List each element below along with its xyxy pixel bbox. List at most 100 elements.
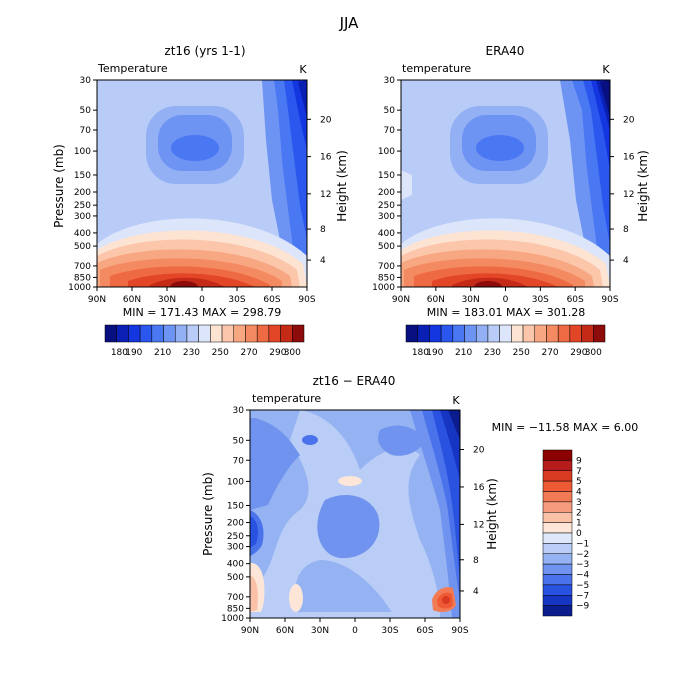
colorbar-swatch <box>557 324 571 343</box>
colorbar-swatch <box>464 324 477 343</box>
colorbar-label: 180 <box>111 348 128 358</box>
contour-band <box>302 435 318 445</box>
y-tick-label: 500 <box>227 573 244 583</box>
y-tick-label: 50 <box>384 106 396 116</box>
colorbar-swatch <box>452 324 465 343</box>
x-tick-label: 0 <box>352 626 358 636</box>
panel-difference-axes: 90N 60N 30N 0 30S 60S 90S 30 50 70 100 150 200 250300… <box>221 406 485 636</box>
y-tick-label: 700 <box>227 593 244 603</box>
y-tick-label: 100 <box>227 477 244 487</box>
contour-band <box>250 516 258 548</box>
height-tick-label: 12 <box>473 520 484 530</box>
colorbar-swatch <box>542 543 573 554</box>
colorbar-label: 210 <box>455 348 472 358</box>
panel-difference-units: K <box>452 394 460 407</box>
contour-band <box>448 410 460 440</box>
y-tick-label: 400 <box>378 229 395 239</box>
panel-era40: ERA40 temperature K Height (km) <box>372 44 650 358</box>
colorbar-swatch <box>221 324 235 343</box>
height-tick-label: 20 <box>320 115 332 125</box>
y-tick-label: 200 <box>74 188 91 198</box>
colorbar-swatch <box>542 574 573 586</box>
panel-era40-axes: 90N 60N 30N 0 30S 60S 90S 30 50 70 100 150 200 250300… <box>372 76 635 305</box>
contour-band <box>250 612 400 618</box>
y-tick-label: 850 <box>74 273 91 283</box>
height-tick-label: 16 <box>320 153 332 163</box>
y-tick-label: 700 <box>378 262 395 272</box>
colorbar-swatch <box>546 324 559 343</box>
colorbar-swatch <box>186 324 199 343</box>
y-tick-label: 70 <box>80 126 92 136</box>
panel-model-stats: MIN = 171.43 MAX = 298.79 <box>123 306 281 319</box>
y-tick-label: 250 <box>378 201 395 211</box>
panel-difference-field <box>250 410 460 618</box>
x-tick-label: 60S <box>567 295 584 305</box>
y-tick-label: 400 <box>74 229 91 239</box>
y-tick-label: 100 <box>378 147 395 157</box>
colorbar-swatch <box>116 324 129 343</box>
x-tick-label: 30S <box>381 626 398 636</box>
x-tick-label: 90N <box>241 626 259 636</box>
colorbar-swatch <box>292 324 305 343</box>
colorbar-swatch <box>569 324 582 343</box>
panel-model: zt16 (yrs 1-1) Temperature K Pressure (m… <box>52 44 349 358</box>
x-tick-label: 60N <box>276 626 294 636</box>
y-tick-label: 400 <box>227 560 244 570</box>
height-tick-label: 20 <box>623 115 635 125</box>
colorbar-swatch <box>593 324 606 343</box>
colorbar-swatch <box>174 324 188 343</box>
colorbar-swatch <box>542 512 573 523</box>
colorbar-swatch <box>542 595 573 606</box>
colorbar-label: −2 <box>576 550 589 560</box>
colorbar-label: −1 <box>576 539 589 549</box>
y-tick-label: 50 <box>80 106 92 116</box>
height-tick-label: 8 <box>623 225 629 235</box>
x-tick-label: 0 <box>503 295 509 305</box>
colorbar-swatch <box>151 324 164 343</box>
colorbar-label: 9 <box>576 456 582 466</box>
height-tick-label: 12 <box>320 190 331 200</box>
panel-model-field-label: Temperature <box>97 62 168 75</box>
y-tick-label: 500 <box>378 242 395 252</box>
colorbar-swatch <box>542 449 573 461</box>
y-tick-label: 1000 <box>68 283 91 293</box>
x-tick-label: 90S <box>601 295 618 305</box>
x-tick-label: 90S <box>451 626 468 636</box>
colorbar-swatch <box>542 470 573 482</box>
y-tick-label: 70 <box>233 456 245 466</box>
y-tick-label: 500 <box>74 242 91 252</box>
colorbar-label: 300 <box>585 348 602 358</box>
colorbar-swatch <box>542 522 573 534</box>
y-tick-label: 70 <box>384 126 396 136</box>
colorbar-swatch <box>163 324 176 343</box>
colorbar-label: 190 <box>426 348 443 358</box>
colorbar-label: 4 <box>576 488 582 498</box>
x-tick-label: 60S <box>263 295 280 305</box>
contour-band <box>171 135 219 161</box>
colorbar-swatch <box>405 324 418 343</box>
colorbar-swatch <box>128 324 141 343</box>
colorbar-label: 230 <box>484 348 501 358</box>
colorbar-label: 180 <box>412 348 429 358</box>
x-tick-label: 30N <box>462 295 480 305</box>
colorbar-swatch <box>245 324 258 343</box>
colorbar-swatch <box>487 324 500 343</box>
height-tick-label: 4 <box>320 256 326 266</box>
height-tick-label: 8 <box>320 225 326 235</box>
colorbar-swatch <box>280 324 293 343</box>
panel-era40-units: K <box>602 63 610 76</box>
x-tick-label: 30N <box>158 295 176 305</box>
y-tick-label: 250 <box>227 532 244 542</box>
colorbar-swatch <box>210 324 223 343</box>
contour-band <box>600 80 610 118</box>
colorbar-swatch <box>542 491 573 503</box>
panel-difference-ylabel: Pressure (mb) <box>201 472 215 556</box>
colorbar-swatch <box>511 324 524 343</box>
panel-difference: zt16 − ERA40 temperature K Pressure (mb)… <box>201 374 638 636</box>
y-tick-label: 850 <box>227 604 244 614</box>
colorbar-swatch <box>534 324 547 343</box>
y-tick-label: 300 <box>378 212 395 222</box>
x-tick-label: 90S <box>298 295 315 305</box>
page-title: JJA <box>339 14 360 32</box>
